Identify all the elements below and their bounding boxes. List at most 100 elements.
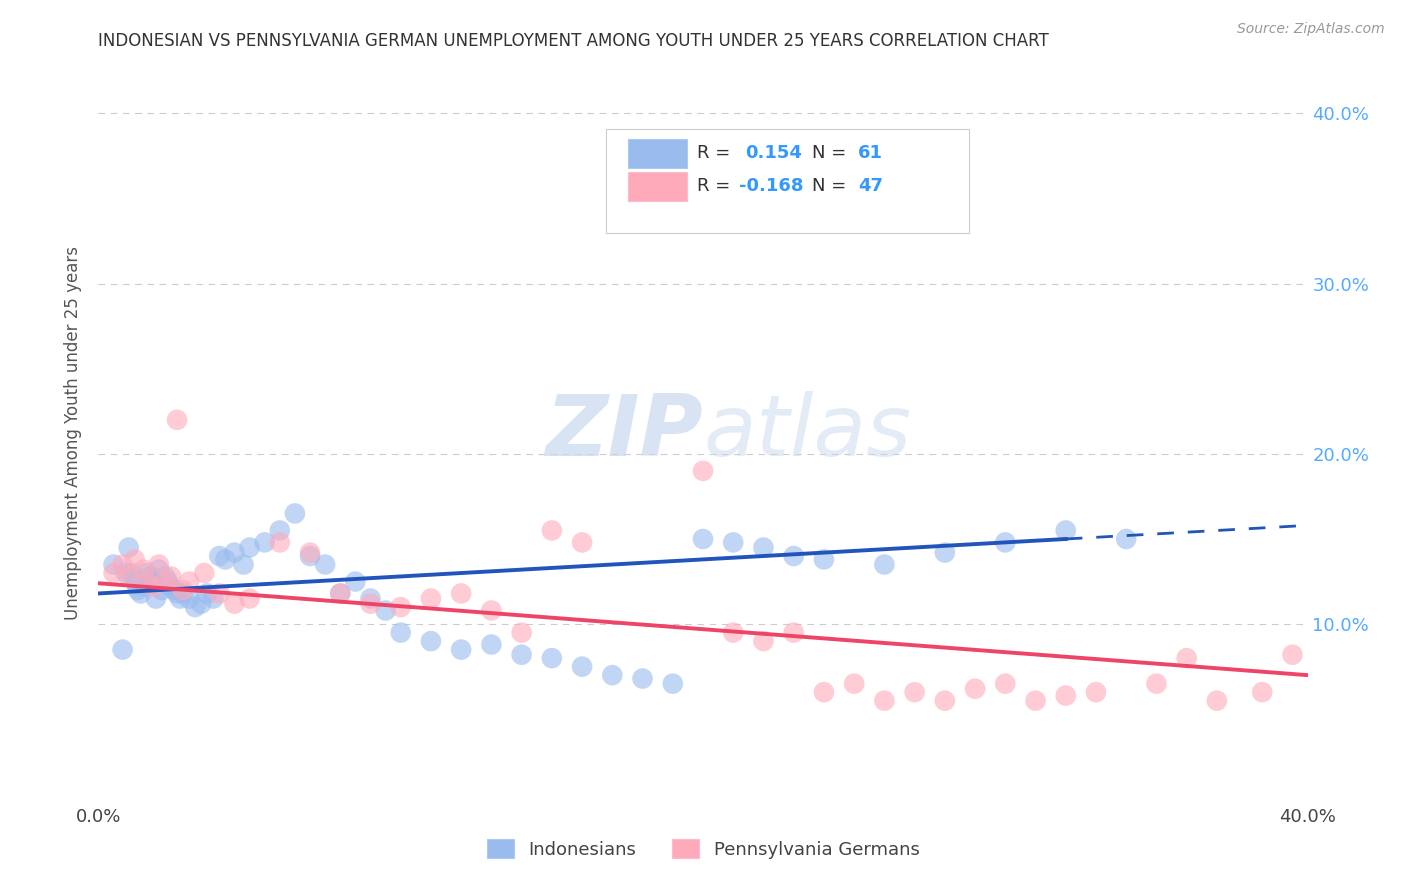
Point: [160, 580, 183, 594]
FancyBboxPatch shape: [628, 138, 688, 168]
Point: [166, 413, 188, 427]
Point: [135, 566, 157, 580]
Point: [692, 464, 714, 478]
Point: [360, 591, 382, 606]
Point: [172, 586, 194, 600]
Point: [269, 524, 291, 538]
Text: Source: ZipAtlas.com: Source: ZipAtlas.com: [1237, 22, 1385, 37]
Point: [540, 524, 562, 538]
Y-axis label: Unemployment Among Youth under 25 years: Unemployment Among Youth under 25 years: [65, 245, 83, 620]
Legend: Indonesians, Pennsylvania Germans: Indonesians, Pennsylvania Germans: [478, 830, 928, 868]
Point: [994, 676, 1017, 690]
Point: [1281, 648, 1303, 662]
Point: [965, 681, 987, 696]
Point: [934, 546, 956, 560]
Point: [232, 558, 254, 572]
Point: [631, 672, 654, 686]
Point: [420, 634, 443, 648]
Point: [253, 535, 276, 549]
Point: [783, 549, 806, 563]
Point: [153, 569, 176, 583]
Point: [111, 558, 134, 572]
Point: [1144, 676, 1167, 690]
Point: [179, 574, 201, 589]
Point: [150, 582, 173, 597]
Point: [389, 600, 412, 615]
Text: N =: N =: [811, 144, 852, 161]
Point: [723, 535, 745, 549]
Point: [571, 535, 593, 549]
Point: [145, 591, 167, 606]
Point: [269, 535, 291, 549]
Point: [661, 676, 683, 690]
Point: [208, 586, 231, 600]
Point: [420, 591, 443, 606]
Point: [540, 651, 562, 665]
Point: [873, 694, 896, 708]
Point: [239, 591, 262, 606]
Point: [148, 558, 170, 572]
Point: [163, 582, 186, 597]
Point: [873, 558, 896, 572]
Point: [510, 648, 533, 662]
Point: [172, 582, 194, 597]
Point: [118, 569, 141, 583]
Point: [934, 694, 956, 708]
Point: [481, 638, 503, 652]
Point: [195, 586, 218, 600]
Point: [904, 685, 927, 699]
Point: [103, 566, 125, 580]
Point: [224, 546, 246, 560]
Point: [114, 566, 136, 580]
FancyBboxPatch shape: [628, 172, 688, 201]
Point: [752, 541, 775, 555]
Point: [1054, 689, 1077, 703]
Point: [184, 600, 207, 615]
Point: [169, 591, 191, 606]
Point: [239, 541, 262, 555]
Text: ZIP: ZIP: [546, 391, 703, 475]
Point: [166, 586, 188, 600]
FancyBboxPatch shape: [606, 129, 969, 233]
Point: [450, 586, 472, 600]
Text: R =: R =: [697, 178, 735, 195]
Text: R =: R =: [697, 144, 735, 161]
Point: [329, 586, 352, 600]
Point: [813, 685, 835, 699]
Text: 61: 61: [858, 144, 883, 161]
Point: [135, 574, 157, 589]
Point: [374, 603, 396, 617]
Text: 0.154: 0.154: [745, 144, 803, 161]
Point: [153, 574, 176, 589]
Point: [139, 569, 162, 583]
Text: 47: 47: [858, 178, 883, 195]
Point: [160, 569, 183, 583]
Point: [284, 507, 307, 521]
Point: [121, 566, 143, 580]
Point: [129, 586, 152, 600]
Point: [1024, 694, 1046, 708]
Point: [132, 580, 155, 594]
Point: [360, 597, 382, 611]
Point: [118, 541, 141, 555]
Point: [103, 558, 125, 572]
Point: [124, 552, 146, 566]
Point: [783, 625, 806, 640]
Point: [844, 676, 866, 690]
Point: [571, 659, 593, 673]
Point: [214, 552, 236, 566]
Point: [208, 549, 231, 563]
Text: atlas: atlas: [703, 391, 911, 475]
Point: [156, 574, 179, 589]
Point: [752, 634, 775, 648]
Point: [224, 597, 246, 611]
Point: [299, 549, 322, 563]
Point: [1085, 685, 1108, 699]
Point: [994, 535, 1017, 549]
Point: [450, 642, 472, 657]
Point: [510, 625, 533, 640]
Point: [1251, 685, 1274, 699]
Point: [723, 625, 745, 640]
Point: [142, 574, 165, 589]
Point: [692, 532, 714, 546]
